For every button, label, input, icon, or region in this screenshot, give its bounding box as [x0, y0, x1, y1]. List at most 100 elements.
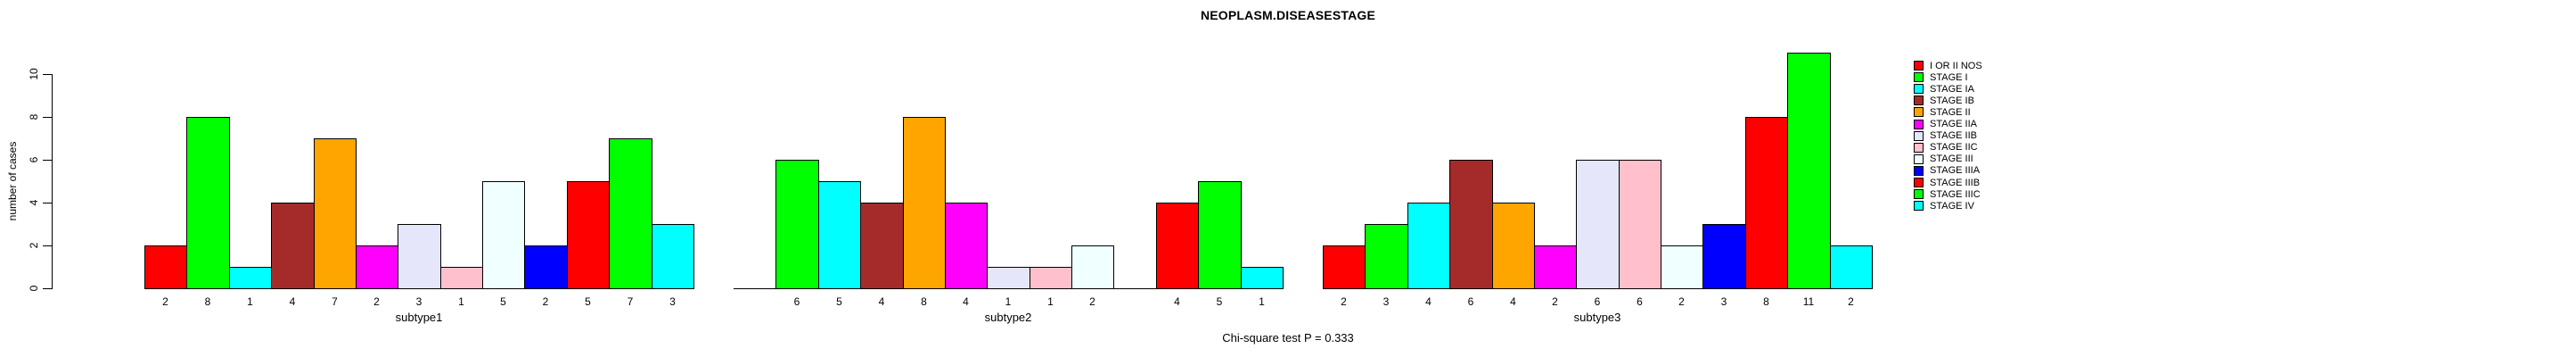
group-label-subtype1: subtype1	[395, 311, 443, 324]
bar-subtype1-stage-iic	[440, 267, 483, 289]
bar-subtype2-stage-iii	[1071, 245, 1114, 289]
bar-value-label: 7	[332, 295, 338, 308]
bar-value-label: 3	[1720, 295, 1727, 308]
bar-subtype3-stage-i	[1365, 224, 1408, 289]
bar-value-label: 2	[1848, 295, 1854, 308]
y-axis-tick-label: 4	[28, 199, 40, 206]
legend-item-stage-iib: STAGE IIB	[1914, 130, 1977, 142]
bar-value-label: 4	[1510, 295, 1516, 308]
legend-item-stage-iii: STAGE III	[1914, 154, 1973, 165]
bar-subtype2-stage-ia	[818, 181, 861, 289]
chart-title: NEOPLASM.DISEASESTAGE	[1200, 8, 1376, 22]
bar-value-label: 5	[585, 295, 591, 308]
bar-subtype3-stage-ib	[1449, 160, 1493, 289]
bar-subtype1-i-or-ii-nos	[144, 245, 187, 289]
legend-swatch	[1914, 201, 1924, 212]
bar-value-label: 2	[1678, 295, 1685, 308]
bar-subtype3-stage-iiia	[1702, 224, 1746, 289]
legend-swatch	[1914, 84, 1924, 95]
legend-swatch	[1914, 142, 1924, 153]
bar-subtype1-stage-ii	[314, 138, 357, 289]
legend-swatch	[1914, 178, 1924, 187]
bar-subtype1-stage-iiib	[567, 181, 610, 289]
legend-label: STAGE IB	[1930, 95, 1974, 106]
bar-value-label: 1	[1005, 295, 1012, 308]
y-axis-label: number of cases	[6, 141, 19, 221]
bar-value-label: 2	[373, 295, 380, 308]
bar-subtype2-stage-iic	[1030, 267, 1072, 289]
y-axis-tick	[43, 288, 52, 289]
legend-label: STAGE IIIA	[1930, 165, 1981, 177]
bar-subtype1-stage-iii	[482, 181, 525, 289]
bar-value-label: 1	[1047, 295, 1054, 308]
legend-label: STAGE IIA	[1930, 119, 1977, 129]
bar-value-label: 1	[458, 295, 464, 308]
bar-subtype3-stage-iiib	[1745, 117, 1788, 289]
bar-subtype2-stage-ib	[860, 203, 904, 289]
legend-item-stage-iiia: STAGE IIIA	[1914, 165, 1980, 177]
bar-value-label: 5	[1216, 295, 1223, 308]
legend-swatch	[1914, 119, 1924, 129]
bar-value-label: 2	[162, 295, 168, 308]
bar-value-label: 6	[1637, 295, 1643, 308]
y-axis-tick	[43, 160, 52, 161]
y-axis-tick-label: 6	[28, 156, 40, 163]
legend-swatch	[1914, 165, 1924, 176]
bar-value-label: 4	[1425, 295, 1432, 308]
legend-swatch	[1914, 154, 1924, 164]
legend-item-stage-ia: STAGE IA	[1914, 83, 1974, 95]
group-label-subtype3: subtype3	[1573, 311, 1621, 324]
legend-label: I OR II NOS	[1930, 60, 1982, 71]
bar-subtype1-stage-ia	[229, 267, 272, 289]
legend-item-stage-ib: STAGE IB	[1914, 95, 1974, 106]
bar-value-label: 2	[1089, 295, 1095, 308]
legend-item-stage-iic: STAGE IIC	[1914, 142, 1978, 154]
bar-value-label: 5	[836, 295, 842, 308]
bar-value-label: 8	[921, 295, 927, 308]
legend-swatch	[1914, 61, 1924, 71]
legend-label: STAGE IV	[1930, 200, 1974, 212]
bar-value-label: 8	[204, 295, 211, 308]
bar-value-label: 4	[289, 295, 296, 308]
legend-swatch	[1914, 95, 1924, 106]
bar-subtype2-stage-iv	[1241, 267, 1284, 289]
bar-value-label: 2	[542, 295, 549, 308]
y-axis-tick-label: 10	[28, 68, 40, 80]
legend-label: STAGE IA	[1930, 83, 1974, 95]
bar-subtype3-stage-iiic	[1787, 53, 1831, 289]
bar-value-label: 2	[1341, 295, 1347, 308]
y-axis-tick	[43, 117, 52, 118]
bar-subtype1-stage-i	[186, 117, 230, 289]
bar-subtype1-stage-iiic	[609, 138, 652, 289]
legend-item-stage-i: STAGE I	[1914, 71, 1968, 83]
bar-subtype3-stage-iib	[1576, 160, 1620, 289]
legend-label: STAGE IIIB	[1930, 177, 1981, 188]
bar-subtype3-stage-iv	[1830, 245, 1873, 289]
bar-subtype3-stage-ii	[1492, 203, 1535, 289]
chi-square-annotation: Chi-square test P = 0.333	[1222, 331, 1354, 345]
legend-swatch	[1914, 72, 1924, 83]
group-label-subtype2: subtype2	[984, 311, 1032, 324]
legend-item-i-or-ii-nos: I OR II NOS	[1914, 60, 1982, 71]
bar-value-label: 6	[1594, 295, 1601, 308]
bar-subtype3-i-or-ii-nos	[1323, 245, 1366, 289]
y-axis-tick-label: 8	[28, 113, 40, 120]
bar-subtype2-stage-iia	[945, 203, 988, 289]
legend-swatch	[1914, 130, 1924, 141]
bar-value-label: 2	[1552, 295, 1558, 308]
legend-label: STAGE III	[1930, 154, 1973, 165]
bar-value-label: 6	[1467, 295, 1474, 308]
bar-subtype3-stage-ia	[1407, 203, 1450, 289]
y-axis-tick-label: 2	[28, 242, 40, 249]
bar-subtype2-stage-ii	[903, 117, 946, 289]
bar-subtype1-stage-iia	[356, 245, 398, 289]
legend-label: STAGE IIIC	[1930, 188, 1981, 200]
bar-value-label: 8	[1763, 295, 1769, 308]
bar-value-label: 4	[963, 295, 969, 308]
bar-value-label: 7	[627, 295, 634, 308]
bar-subtype1-stage-iiia	[524, 245, 568, 289]
legend-item-stage-ii: STAGE II	[1914, 106, 1971, 118]
bar-value-label: 4	[878, 295, 885, 308]
legend-label: STAGE I	[1930, 71, 1968, 83]
